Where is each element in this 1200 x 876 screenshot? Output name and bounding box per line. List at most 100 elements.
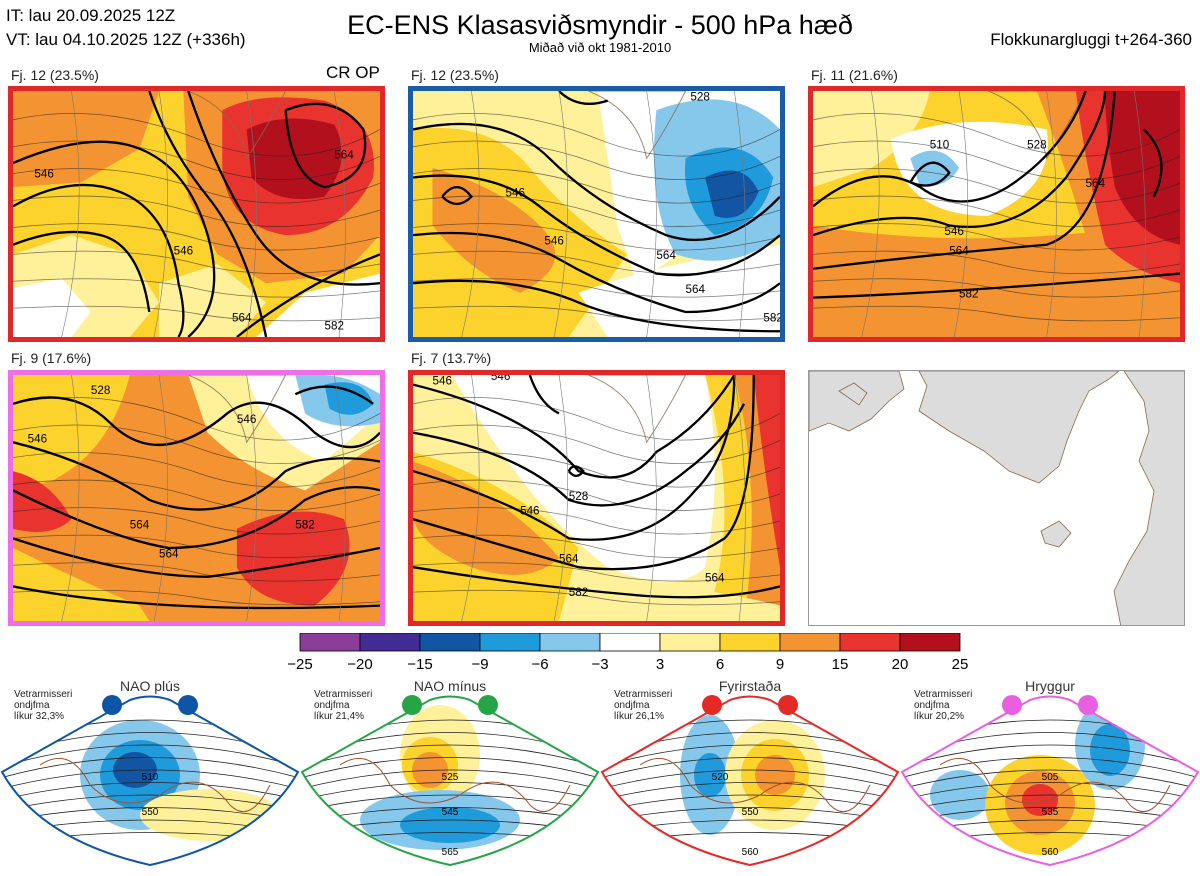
anomaly-area bbox=[13, 91, 160, 188]
chart-title: EC-ENS Klasasviðsmyndir - 500 hPa hæð bbox=[347, 10, 853, 40]
height-contour bbox=[813, 272, 1180, 299]
anomaly-area bbox=[246, 118, 343, 200]
contour-label: 546 bbox=[34, 168, 53, 181]
colorbar-tick: 15 bbox=[832, 656, 849, 673]
colorbar-tick: −9 bbox=[471, 656, 488, 673]
contour-label: 564 bbox=[130, 519, 150, 532]
contour-label: 564 bbox=[949, 244, 969, 257]
regime-contour-label: 565 bbox=[442, 847, 459, 858]
panel-label: Fj. 9 (17.6%) bbox=[11, 350, 92, 366]
isoline bbox=[413, 250, 780, 274]
isoline bbox=[413, 452, 780, 488]
contour-label: 582 bbox=[325, 319, 344, 332]
contour-label: 564 bbox=[334, 148, 354, 161]
cluster-map-3: 510 528 546 564 564 582 bbox=[808, 86, 1185, 342]
regime-anomaly bbox=[400, 807, 500, 843]
anomaly-area bbox=[1105, 91, 1180, 245]
height-contour bbox=[413, 375, 736, 541]
graticule bbox=[953, 91, 968, 337]
regime-plot: 520 550 560 bbox=[600, 695, 900, 867]
colorbar-swatch bbox=[299, 632, 361, 652]
panel-plot: 510 528 546 564 564 582 bbox=[813, 91, 1180, 337]
regime-isoline bbox=[902, 757, 1198, 779]
isoline bbox=[813, 195, 1180, 227]
regime-contour-label: 520 bbox=[712, 772, 729, 783]
control-run-badge: CR OP bbox=[326, 63, 380, 82]
height-contour bbox=[413, 122, 780, 242]
colorbar-tick: 25 bbox=[952, 656, 969, 673]
isoline bbox=[813, 305, 1180, 322]
panel-label: Fj. 12 (23.5%) bbox=[11, 67, 99, 83]
anomaly-area bbox=[13, 547, 150, 621]
graticule bbox=[861, 91, 880, 337]
regime-contour-label: 560 bbox=[742, 847, 759, 858]
height-contour bbox=[294, 385, 374, 405]
regime-blocking: 520 550 560 Fyrirstaða Vetrarmisseri ondjfma l… bbox=[600, 675, 900, 871]
height-contour bbox=[13, 585, 380, 610]
colorbar-tick: 20 bbox=[892, 656, 909, 673]
regime-marker bbox=[1002, 695, 1022, 715]
regime-frame bbox=[900, 695, 1200, 867]
height-contour bbox=[13, 230, 151, 313]
colorbar-swatch bbox=[539, 632, 601, 652]
height-contour bbox=[413, 375, 736, 479]
regime-info: Vetrarmisseri ondjfma líkur 21,4% bbox=[314, 689, 372, 722]
regime-coastline bbox=[939, 757, 1171, 813]
regime-title: Fyrirstaða bbox=[718, 678, 782, 694]
height-contour bbox=[413, 375, 755, 571]
regime-title: NAO plús bbox=[120, 678, 180, 694]
contour-label: 510 bbox=[930, 139, 949, 152]
contour-label: 546 bbox=[944, 225, 963, 238]
isoline bbox=[13, 250, 380, 274]
anomaly-area bbox=[13, 471, 72, 532]
regime-info-line: Vetrarmisseri bbox=[314, 689, 373, 700]
height-contour bbox=[236, 253, 380, 337]
anomaly-area bbox=[236, 511, 350, 606]
isoline bbox=[13, 534, 380, 558]
regime-isoline bbox=[302, 744, 598, 768]
regime-marker bbox=[702, 695, 722, 715]
height-contour bbox=[528, 375, 560, 415]
height-contour bbox=[413, 174, 780, 277]
graticule bbox=[646, 375, 657, 621]
contour-label: 546 bbox=[237, 413, 256, 426]
regime-isoline bbox=[602, 757, 898, 779]
regime-marker bbox=[102, 695, 122, 715]
graticule bbox=[61, 375, 80, 621]
colorbar-swatch bbox=[659, 632, 721, 652]
regime-plot: 505 535 560 bbox=[900, 695, 1200, 867]
isoline bbox=[13, 195, 380, 227]
anomaly-area bbox=[578, 244, 780, 337]
regime-info-line: ondjfma bbox=[614, 700, 650, 711]
panel-plot: 546 546 528 546 564 564 582 bbox=[413, 375, 780, 621]
height-contour bbox=[909, 161, 951, 187]
regime-isoline bbox=[602, 744, 898, 768]
colorbar-swatch bbox=[839, 632, 901, 652]
regime-anomaly bbox=[694, 753, 726, 797]
anomaly-area bbox=[813, 225, 1180, 337]
coastline bbox=[588, 375, 687, 444]
graticule bbox=[333, 91, 346, 337]
regime-plot: 510 550 bbox=[0, 695, 300, 867]
graticule bbox=[1046, 91, 1057, 337]
regime-marker bbox=[178, 695, 198, 715]
colorbar-swatch bbox=[359, 632, 421, 652]
isoline bbox=[413, 278, 780, 298]
regime-ridge: 505 535 560 Hryggur Vetrarmisseri ondjfma líku… bbox=[900, 675, 1200, 871]
contour-label: 582 bbox=[959, 288, 978, 301]
regime-contour-label: 505 bbox=[1042, 772, 1059, 783]
valid-time: VT: lau 04.10.2025 12Z (+336h) bbox=[6, 30, 246, 49]
colorbar-swatch bbox=[479, 632, 541, 652]
colorbar-swatch bbox=[719, 632, 781, 652]
regime-contour-label: 545 bbox=[442, 807, 459, 818]
colorbar-tick: −20 bbox=[347, 656, 372, 673]
isoline bbox=[13, 113, 380, 157]
regime-anomaly bbox=[755, 755, 795, 795]
isoline bbox=[413, 195, 780, 227]
contour-label: 546 bbox=[544, 235, 563, 248]
regime-isoline bbox=[2, 757, 298, 779]
height-contour bbox=[13, 537, 380, 578]
isoline bbox=[413, 140, 780, 180]
regime-isoline bbox=[302, 782, 598, 801]
isoline bbox=[413, 589, 780, 606]
